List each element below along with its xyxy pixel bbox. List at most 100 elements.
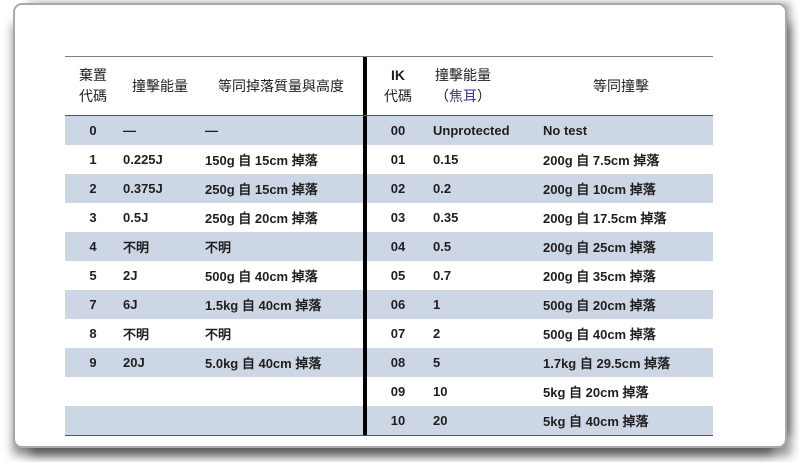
old-code-cell: 8	[89, 326, 97, 341]
old-equivalent-cell: 不明	[205, 327, 232, 342]
ik-energy-cell: 0.35	[433, 210, 459, 225]
ik-equivalent-cell: 5kg 自 20cm 掉落	[543, 385, 649, 400]
ik-code-row-half: 04 0.5 200g 自 25cm 掉落	[367, 232, 713, 261]
ik-code-cell: 04	[390, 239, 406, 254]
ik-code-header-line2: 代碼	[384, 88, 412, 104]
table-header-row: 棄置 代碼 撞擊能量 等同掉落質量與高度 IK 代碼 撞擊能量 （焦耳） 等同撞…	[65, 57, 713, 116]
old-code-row-half: 3 0.5J 250g 自 20cm 掉落	[65, 203, 363, 232]
joule-unit-label: 焦耳	[449, 88, 477, 104]
ik-code-row-half: 00 Unprotected No test	[367, 116, 713, 145]
table-center-divider	[363, 377, 367, 406]
ik-code-cell: 06	[390, 297, 406, 312]
old-code-row-half: 9 20J 5.0kg 自 40cm 掉落	[65, 348, 363, 377]
ik-energy-cell: 0.15	[433, 152, 459, 167]
old-code-row-half	[65, 406, 363, 435]
ik-energy-header: 撞擊能量 （焦耳）	[429, 65, 529, 107]
ik-code-row-half: 07 2 500g 自 40cm 掉落	[367, 319, 713, 348]
table-center-divider	[363, 406, 367, 435]
old-code-cell: 7	[89, 297, 97, 312]
table-row: 0 — — 00 Unprotected No test	[65, 116, 713, 145]
ik-code-row-half: 03 0.35 200g 自 17.5cm 掉落	[367, 203, 713, 232]
table-center-divider	[363, 203, 367, 232]
old-energy-cell: 2J	[123, 268, 138, 283]
table-row: 1 0.225J 150g 自 15cm 掉落 01 0.15 200g 自 7.5cm …	[65, 145, 713, 174]
ik-code-row-half: 09 10 5kg 自 20cm 掉落	[367, 377, 713, 406]
ik-code-cell: 08	[390, 355, 406, 370]
ik-energy-cell: 20	[433, 413, 448, 428]
old-code-row-half: 8 不明 不明	[65, 319, 363, 348]
old-energy-cell: 6J	[123, 297, 138, 312]
table-body: 0 — — 00 Unprotected No test 1 0.225J 150g 自 15c…	[65, 116, 713, 435]
old-code-row-half: 0 — —	[65, 116, 363, 145]
table-center-divider	[363, 319, 367, 348]
ik-code-cell: 10	[390, 413, 406, 428]
table-row: 5 2J 500g 自 40cm 掉落 05 0.7 200g 自 35cm 掉落	[65, 261, 713, 290]
table-row: 9 20J 5.0kg 自 40cm 掉落 08 5 1.7kg 自 29.5cm 掉落	[65, 348, 713, 377]
old-equivalent-header: 等同掉落質量與高度	[218, 78, 344, 94]
old-equivalent-cell: 250g 自 15cm 掉落	[205, 182, 318, 197]
old-energy-header: 撞擊能量	[132, 78, 188, 94]
old-code-header-line2: 代碼	[79, 88, 107, 104]
paren-open: （	[435, 88, 449, 104]
ik-code-header-line1: IK	[391, 67, 405, 83]
old-equivalent-cell: 5.0kg 自 40cm 掉落	[205, 356, 322, 371]
old-code-row-half	[65, 377, 363, 406]
table-center-divider	[363, 57, 367, 115]
table-row: 10 20 5kg 自 40cm 掉落	[65, 406, 713, 435]
table-row: 8 不明 不明 07 2 500g 自 40cm 掉落	[65, 319, 713, 348]
ik-code-row-half: 01 0.15 200g 自 7.5cm 掉落	[367, 145, 713, 174]
ik-energy-cell: 0.2	[433, 181, 452, 196]
ik-equivalent-cell: 500g 自 40cm 掉落	[543, 327, 656, 342]
old-equivalent-cell: 500g 自 40cm 掉落	[205, 269, 318, 284]
old-code-header-line1: 棄置	[79, 67, 107, 83]
ik-energy-cell: 0.5	[433, 239, 452, 254]
old-equivalent-cell: 1.5kg 自 40cm 掉落	[205, 298, 322, 313]
old-code-cell: 3	[89, 210, 97, 225]
table-center-divider	[363, 145, 367, 174]
ik-equivalent-cell: 200g 自 17.5cm 掉落	[543, 211, 667, 226]
ik-energy-header-line2: （焦耳）	[435, 86, 529, 107]
old-code-row-half: 4 不明 不明	[65, 232, 363, 261]
old-code-cell: 5	[89, 268, 97, 283]
ik-equivalent-cell: 500g 自 20cm 掉落	[543, 298, 656, 313]
table-row: 7 6J 1.5kg 自 40cm 掉落 06 1 500g 自 20cm 掉落	[65, 290, 713, 319]
ik-equivalent-cell: 5kg 自 40cm 掉落	[543, 414, 649, 429]
ik-energy-cell: 1	[433, 297, 441, 312]
table-row: 4 不明 不明 04 0.5 200g 自 25cm 掉落	[65, 232, 713, 261]
old-equivalent-cell: —	[205, 123, 218, 138]
old-energy-cell: 不明	[123, 240, 150, 255]
old-equivalent-cell: 150g 自 15cm 掉落	[205, 153, 318, 168]
table-center-divider	[363, 116, 367, 145]
old-equivalent-cell: 250g 自 20cm 掉落	[205, 211, 318, 226]
paren-close: ）	[477, 88, 491, 104]
ik-code-row-half: 05 0.7 200g 自 35cm 掉落	[367, 261, 713, 290]
old-energy-cell: 不明	[123, 327, 150, 342]
ik-equivalent-header: 等同撞擊	[593, 78, 649, 94]
ik-energy-cell: 10	[433, 384, 448, 399]
ik-code-row-half: 06 1 500g 自 20cm 掉落	[367, 290, 713, 319]
ik-equivalent-cell: 1.7kg 自 29.5cm 掉落	[543, 356, 671, 371]
old-energy-cell: 0.375J	[123, 181, 163, 196]
old-energy-cell: 20J	[123, 355, 145, 370]
table-row: 3 0.5J 250g 自 20cm 掉落 03 0.35 200g 自 17.5cm 掉…	[65, 203, 713, 232]
old-code-row-half: 1 0.225J 150g 自 15cm 掉落	[65, 145, 363, 174]
ik-equivalent-cell: 200g 自 35cm 掉落	[543, 269, 656, 284]
ik-code-cell: 05	[390, 268, 406, 283]
old-energy-cell: —	[123, 123, 136, 138]
ik-code-cell: 07	[390, 326, 406, 341]
ik-energy-cell: 2	[433, 326, 441, 341]
old-energy-cell: 0.225J	[123, 152, 163, 167]
old-code-row-half: 2 0.375J 250g 自 15cm 掉落	[65, 174, 363, 203]
ik-energy-cell: 5	[433, 355, 441, 370]
old-code-cell: 1	[89, 152, 97, 167]
table-center-divider	[363, 290, 367, 319]
ik-energy-cell: Unprotected	[433, 123, 510, 138]
ik-equivalent-cell: No test	[543, 123, 588, 138]
ik-equivalent-cell: 200g 自 10cm 掉落	[543, 182, 656, 197]
ik-code-row-half: 08 5 1.7kg 自 29.5cm 掉落	[367, 348, 713, 377]
old-code-cell: 2	[89, 181, 97, 196]
ik-energy-cell: 0.7	[433, 268, 452, 283]
ik-code-cell: 03	[390, 210, 406, 225]
table-center-divider	[363, 174, 367, 203]
